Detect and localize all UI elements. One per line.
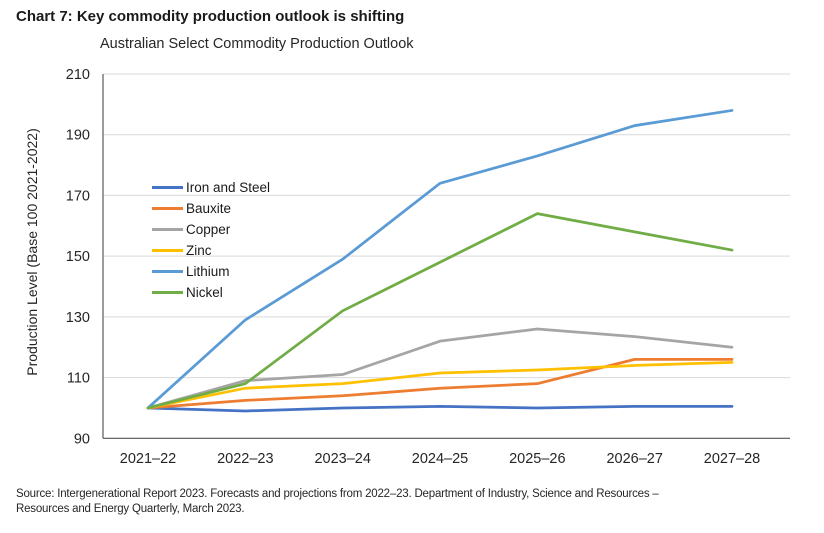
legend-swatch-lithium bbox=[152, 270, 183, 273]
source-line-1: Source: Intergenerational Report 2023. F… bbox=[16, 488, 659, 500]
legend-label-zinc: Zinc bbox=[186, 243, 212, 258]
legend-item-nickel: Nickel bbox=[152, 282, 270, 303]
y-tick-label: 90 bbox=[74, 431, 90, 447]
legend: Iron and Steel Bauxite Copper Zinc Lithium Ni… bbox=[152, 177, 270, 303]
y-tick-label: 210 bbox=[66, 67, 90, 83]
chart-heading: Chart 7: Key commodity production outloo… bbox=[16, 8, 405, 25]
legend-swatch-bauxite bbox=[152, 207, 183, 210]
legend-label-lithium: Lithium bbox=[186, 264, 230, 279]
series-line-lithium bbox=[146, 109, 734, 410]
legend-label-nickel: Nickel bbox=[186, 285, 223, 300]
legend-swatch-zinc bbox=[152, 249, 183, 252]
series-line-copper bbox=[146, 327, 734, 410]
series-line-iron-and-steel bbox=[146, 405, 734, 413]
series-line-nickel bbox=[146, 212, 734, 410]
legend-item-iron-and-steel: Iron and Steel bbox=[152, 177, 270, 198]
x-tick-label: 2024–25 bbox=[412, 451, 468, 467]
legend-swatch-nickel bbox=[152, 291, 183, 294]
x-tick-label: 2021–22 bbox=[120, 451, 176, 467]
source-line-2: Resources and Energy Quarterly, March 20… bbox=[16, 502, 245, 515]
legend-label-bauxite: Bauxite bbox=[186, 201, 232, 216]
y-tick-label: 130 bbox=[66, 310, 90, 326]
x-tick-label: 2025–26 bbox=[509, 451, 565, 467]
legend-item-copper: Copper bbox=[152, 219, 270, 240]
legend-label-copper: Copper bbox=[186, 222, 231, 237]
legend-swatch-iron-and-steel bbox=[152, 186, 183, 189]
chart-subtitle: Australian Select Commodity Production O… bbox=[100, 36, 414, 52]
x-tick-label: 2023–24 bbox=[314, 451, 370, 467]
series-line-bauxite bbox=[146, 357, 734, 410]
series-line-zinc bbox=[146, 361, 734, 410]
y-tick-label: 150 bbox=[66, 249, 90, 265]
legend-item-zinc: Zinc bbox=[152, 240, 270, 261]
y-tick-label: 170 bbox=[66, 188, 90, 204]
legend-item-lithium: Lithium bbox=[152, 261, 270, 282]
x-tick-label: 2027–28 bbox=[704, 451, 760, 467]
source-note: Source: Intergenerational Report 2023. F… bbox=[16, 487, 816, 517]
legend-swatch-copper bbox=[152, 228, 183, 231]
y-tick-label: 110 bbox=[67, 371, 90, 387]
x-tick-label: 2022–23 bbox=[217, 451, 273, 467]
y-tick-label: 190 bbox=[66, 128, 90, 144]
plot-area: 90 110 130 150 170 190 210 2021–22 2022–23 2023–2… bbox=[66, 67, 790, 467]
legend-label-iron-and-steel: Iron and Steel bbox=[186, 180, 271, 195]
x-tick-label: 2026–27 bbox=[606, 451, 662, 467]
legend-item-bauxite: Bauxite bbox=[152, 198, 270, 219]
